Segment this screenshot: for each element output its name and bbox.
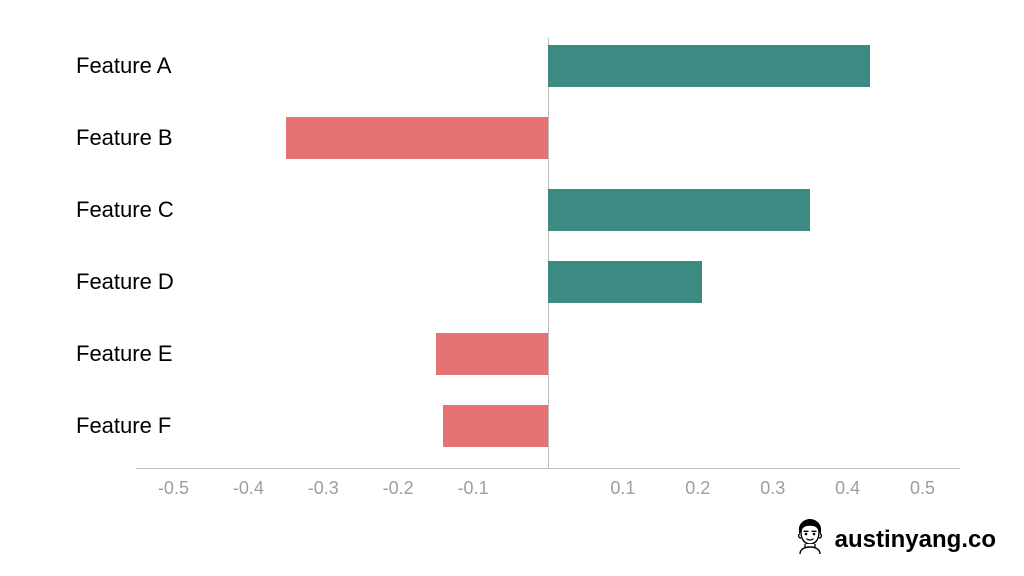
x-tick-label: -0.2	[383, 478, 414, 499]
zero-line	[548, 38, 549, 468]
x-tick-label: -0.4	[233, 478, 264, 499]
category-label: Feature C	[76, 197, 174, 223]
x-tick-label: 0.3	[760, 478, 785, 499]
bar	[548, 261, 702, 303]
branding-text: austinyang.co	[835, 526, 996, 554]
bar	[443, 405, 548, 447]
bar	[548, 189, 810, 231]
category-label: Feature D	[76, 269, 174, 295]
x-tick-label: -0.5	[158, 478, 189, 499]
branding: austinyang.co	[793, 517, 996, 562]
bar	[436, 333, 548, 375]
category-label: Feature B	[76, 125, 173, 151]
category-label: Feature A	[76, 53, 171, 79]
category-label: Feature F	[76, 413, 171, 439]
x-tick-label: 0.5	[910, 478, 935, 499]
x-tick-label: 0.4	[835, 478, 860, 499]
bar	[548, 45, 870, 87]
category-label: Feature E	[76, 341, 173, 367]
x-tick-label: -0.3	[308, 478, 339, 499]
diverging-bar-chart: Feature A Feature B Feature C Feature D Feat…	[0, 0, 1024, 576]
x-tick-label: 0.2	[685, 478, 710, 499]
x-tick-label: 0.1	[610, 478, 635, 499]
avatar-icon	[793, 517, 827, 562]
x-tick-label: -0.1	[458, 478, 489, 499]
bar	[286, 117, 548, 159]
x-axis-line	[136, 468, 960, 469]
